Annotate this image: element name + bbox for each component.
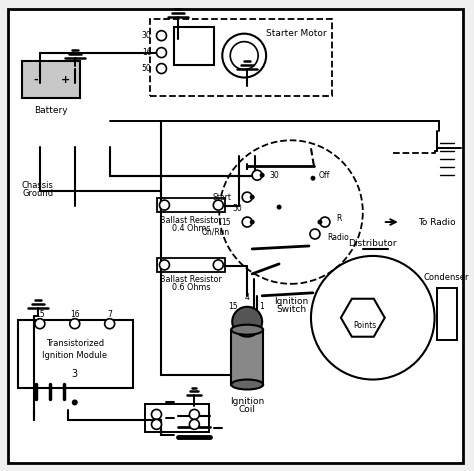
Text: To Radio: To Radio	[418, 218, 455, 227]
Text: Condenser: Condenser	[424, 273, 469, 282]
Text: Ballast Resistor: Ballast Resistor	[160, 216, 222, 225]
Circle shape	[250, 195, 255, 200]
Text: On/Run: On/Run	[201, 227, 229, 236]
Circle shape	[156, 48, 166, 57]
Text: 3: 3	[72, 368, 78, 379]
Text: R: R	[336, 213, 341, 223]
Circle shape	[35, 319, 45, 329]
Circle shape	[310, 229, 320, 239]
Circle shape	[260, 173, 264, 178]
Circle shape	[159, 260, 169, 270]
Text: 7: 7	[107, 310, 112, 319]
Text: 0.4 Ohms: 0.4 Ohms	[172, 224, 210, 233]
Circle shape	[311, 256, 435, 380]
Text: Start: Start	[212, 193, 231, 202]
Text: -: -	[34, 74, 38, 84]
Circle shape	[152, 409, 162, 419]
Circle shape	[242, 217, 252, 227]
Circle shape	[213, 200, 223, 210]
Text: +: +	[61, 74, 71, 84]
Circle shape	[72, 399, 78, 406]
Text: Ignition Module: Ignition Module	[42, 351, 107, 360]
Text: Starter Motor: Starter Motor	[266, 29, 327, 38]
Text: 0.6 Ohms: 0.6 Ohms	[172, 284, 210, 292]
Circle shape	[159, 200, 169, 210]
Text: 16: 16	[142, 48, 152, 57]
Bar	[22, 61, 80, 98]
Text: Distributor: Distributor	[348, 239, 397, 249]
Bar	[174, 27, 214, 65]
Text: Ignition: Ignition	[274, 297, 308, 306]
Circle shape	[213, 260, 223, 270]
Circle shape	[318, 219, 322, 225]
Text: Chassis: Chassis	[22, 181, 54, 190]
Text: Battery: Battery	[34, 106, 68, 115]
Text: 4: 4	[245, 293, 250, 302]
Circle shape	[277, 204, 282, 210]
Circle shape	[105, 319, 115, 329]
Text: Coil: Coil	[239, 405, 255, 414]
Bar	[157, 258, 225, 272]
Polygon shape	[341, 299, 385, 337]
Circle shape	[232, 307, 262, 337]
Bar	[437, 288, 456, 340]
Text: Switch: Switch	[276, 305, 306, 314]
Text: Ballast Resistor: Ballast Resistor	[160, 276, 222, 284]
Text: 16: 16	[70, 310, 80, 319]
Ellipse shape	[231, 380, 263, 390]
Text: 50: 50	[142, 64, 152, 73]
Circle shape	[242, 192, 252, 202]
Circle shape	[156, 64, 166, 73]
Bar	[231, 330, 263, 384]
Circle shape	[252, 170, 262, 180]
Bar	[145, 405, 210, 432]
Circle shape	[156, 31, 166, 41]
Text: Ignition: Ignition	[230, 397, 264, 406]
Text: 15: 15	[222, 218, 231, 227]
Text: Transistorized: Transistorized	[46, 339, 104, 348]
Bar	[157, 198, 225, 212]
Text: 1: 1	[259, 302, 264, 311]
Text: 15: 15	[228, 302, 238, 311]
Bar	[18, 320, 133, 388]
Ellipse shape	[231, 325, 263, 335]
Circle shape	[310, 176, 316, 181]
Circle shape	[152, 419, 162, 430]
Circle shape	[230, 41, 258, 70]
Text: Radio: Radio	[327, 234, 349, 243]
Circle shape	[250, 219, 255, 225]
Circle shape	[320, 217, 330, 227]
Text: 15: 15	[35, 310, 45, 319]
Text: 30: 30	[269, 171, 279, 180]
Text: 50: 50	[232, 203, 242, 212]
Circle shape	[222, 33, 266, 78]
Text: Ground: Ground	[22, 189, 54, 198]
Text: Points: Points	[353, 321, 376, 330]
Circle shape	[70, 319, 80, 329]
Circle shape	[190, 419, 200, 430]
Circle shape	[190, 409, 200, 419]
Text: 30: 30	[142, 31, 152, 40]
Bar	[149, 19, 332, 97]
Text: Off: Off	[319, 171, 330, 180]
